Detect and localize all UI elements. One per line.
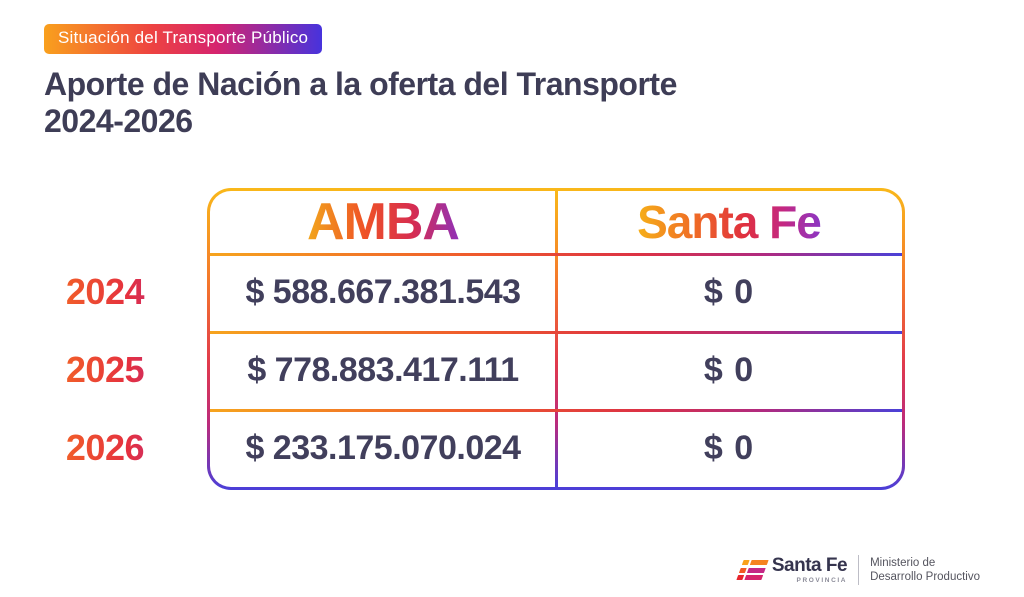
year-label-2024: 2024: [0, 253, 178, 331]
data-table: AMBA Santa Fe $ 588.667.381.543 $ 0 $ 77…: [207, 188, 905, 490]
cell-santa-fe-2025: $ 0: [703, 350, 755, 389]
footer-divider: [858, 555, 860, 585]
table-row-divider: [210, 253, 902, 256]
table-row: $ 233.175.070.024 $ 0: [210, 409, 902, 487]
cell-santa-fe-2024: $ 0: [703, 272, 755, 311]
ministry-line2: Desarrollo Productivo: [870, 571, 980, 583]
slide-tag-badge: Situación del Transporte Público: [44, 24, 323, 54]
row-year-labels: 2024 2025 2026: [0, 188, 178, 487]
table-row-divider: [210, 331, 902, 334]
ministry-label: Ministerio de Desarrollo Productivo: [870, 556, 980, 585]
brand-name: Santa Fe: [771, 555, 848, 576]
column-header-amba: AMBA: [307, 193, 460, 251]
cell-amba-2026: $ 233.175.070.024: [245, 428, 521, 467]
ministry-line1: Ministerio de: [870, 556, 936, 569]
cell-amba-2024: $ 588.667.381.543: [245, 272, 521, 311]
table-row: $ 588.667.381.543 $ 0: [210, 253, 902, 331]
page-title-line2: 2024-2026: [44, 103, 193, 139]
cell-amba-2025: $ 778.883.417.111: [247, 350, 519, 389]
brand-subtitle: PROVINCIA: [796, 577, 848, 584]
table-row-divider: [210, 409, 902, 412]
page-title-line1: Aporte de Nación a la oferta del Transpo…: [44, 66, 677, 102]
year-label-2025: 2025: [0, 331, 178, 409]
table-column-divider: [554, 191, 558, 487]
table-row: $ 778.883.417.111 $ 0: [210, 331, 902, 409]
table-header-row: AMBA Santa Fe: [210, 191, 902, 253]
santa-fe-logo: Santa Fe PROVINCIA: [736, 555, 848, 584]
column-header-santa-fe: Santa Fe: [637, 196, 822, 248]
page-title: Aporte de Nación a la oferta del Transpo…: [44, 66, 804, 140]
santa-fe-flag-icon: [732, 560, 769, 580]
cell-santa-fe-2026: $ 0: [703, 428, 755, 467]
year-label-2026: 2026: [0, 409, 178, 487]
footer-branding: Santa Fe PROVINCIA Ministerio de Desarro…: [736, 555, 980, 585]
